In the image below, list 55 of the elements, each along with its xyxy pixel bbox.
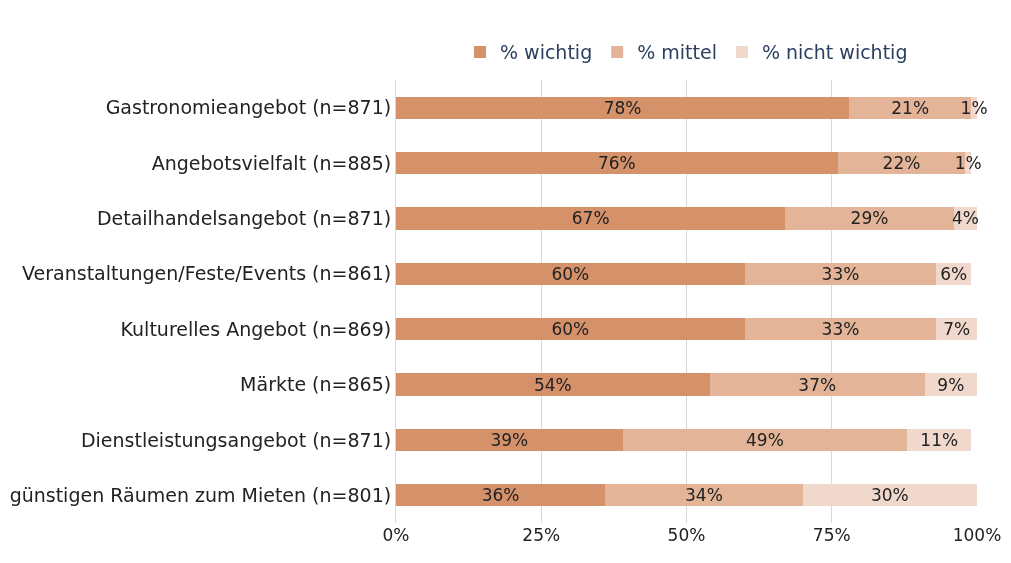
bar: [396, 96, 850, 119]
bar: [396, 262, 745, 285]
x-tick-label: 50%: [667, 525, 706, 545]
data-label: 78%: [603, 97, 642, 118]
bar: [396, 318, 745, 341]
y-tick-label: günstigen Räumen zum Mieten (n=801): [9, 483, 392, 506]
y-tick-label: Gastronomieangebot (n=871): [105, 96, 392, 119]
data-label: 11%: [920, 429, 959, 450]
data-label: 67%: [571, 208, 610, 229]
data-label: 7%: [943, 319, 971, 340]
data-label: 36%: [481, 485, 520, 506]
x-tick-label: 75%: [812, 525, 851, 545]
bar: [396, 151, 838, 175]
data-label: 34%: [685, 485, 723, 506]
y-tick-label: Märkte (n=865): [240, 373, 392, 396]
x-tick-label: 25%: [522, 525, 561, 545]
data-label: 60%: [551, 319, 590, 340]
y-tick-label: Kulturelles Angebot (n=869): [120, 317, 392, 340]
data-label: 37%: [798, 374, 837, 395]
data-label: 4%: [951, 208, 979, 229]
bar: [396, 207, 786, 230]
bar: [396, 484, 606, 507]
data-label: 54%: [533, 374, 572, 395]
data-label: 1%: [960, 97, 988, 118]
data-label: 60%: [551, 263, 590, 284]
bar: [605, 484, 803, 507]
legend-label: % nicht wichtig: [761, 41, 908, 64]
data-label: 29%: [850, 208, 889, 229]
bar: [622, 428, 908, 452]
data-label: 33%: [821, 263, 860, 284]
data-label: 1%: [954, 153, 982, 174]
data-label: 6%: [940, 263, 968, 284]
x-tick-label: 0%: [382, 525, 410, 545]
data-label: 39%: [490, 429, 529, 450]
bar: [744, 318, 937, 341]
y-tick-label: Detailhandelsangebot (n=871): [96, 207, 392, 230]
data-label: 33%: [821, 319, 860, 340]
y-tick-label: Veranstaltungen/Feste/Events (n=861): [22, 262, 392, 285]
bar: [709, 373, 925, 396]
data-label: 30%: [870, 485, 909, 506]
y-tick-label: Angebotsvielfalt (n=885): [151, 151, 392, 174]
y-tick-label: Dienstleistungsangebot (n=871): [80, 428, 392, 451]
legend-label: % mittel: [637, 41, 717, 64]
data-label: 9%: [937, 374, 965, 395]
data-label: 21%: [891, 97, 930, 118]
bar: [396, 428, 623, 452]
x-tick-label: 100%: [952, 525, 1002, 545]
data-label: 49%: [746, 429, 784, 450]
bar: [744, 262, 937, 285]
data-label: 22%: [882, 153, 921, 174]
data-label: 76%: [597, 153, 636, 174]
legend-label: % wichtig: [500, 41, 593, 64]
bar: [785, 207, 954, 230]
bar: [396, 373, 710, 396]
bar: [802, 484, 977, 507]
